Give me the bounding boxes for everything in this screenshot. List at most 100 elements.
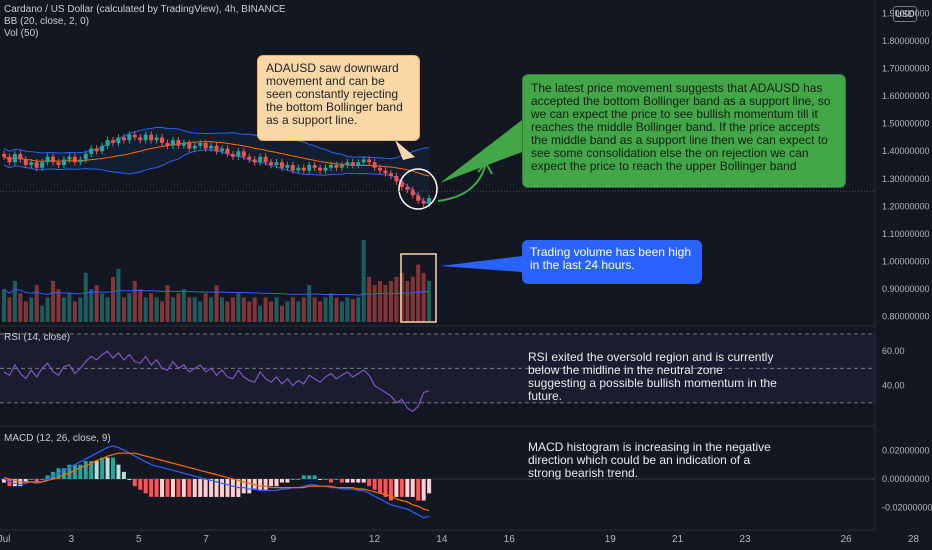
- candle-body: [94, 148, 99, 152]
- macd-histogram-bar: [247, 479, 252, 494]
- volume-bar: [410, 276, 415, 322]
- volume-bar: [138, 289, 143, 322]
- macd-histogram-bar: [372, 479, 377, 490]
- macd-histogram-bar: [61, 468, 66, 479]
- candle-body: [274, 162, 279, 165]
- candle-body: [236, 151, 241, 157]
- macd-histogram-bar: [154, 479, 159, 497]
- volume-bar: [269, 301, 274, 322]
- candle-body: [241, 151, 246, 157]
- volume-bar: [209, 297, 214, 322]
- symbol-title: Cardano / US Dollar (calculated by Tradi…: [4, 4, 286, 15]
- volume-bar: [127, 293, 132, 322]
- macd-histogram-bar: [361, 479, 366, 483]
- candle-body: [258, 156, 263, 163]
- candle-body: [399, 181, 404, 188]
- macd-line: [3, 445, 430, 519]
- volume-bar: [160, 301, 165, 322]
- price-axis: 1.90000000 1.80000000 1.70000000 1.60000000…: [874, 0, 932, 530]
- candle-body: [427, 198, 432, 204]
- volume-bar: [279, 305, 284, 322]
- macd-legend[interactable]: MACD (12, 26, close, 9): [4, 433, 111, 444]
- macd-histogram-bar: [29, 479, 34, 480]
- macd-histogram-bar: [312, 475, 317, 479]
- volume-bar: [94, 285, 99, 322]
- candle-body: [318, 167, 323, 171]
- candle-body: [263, 156, 268, 163]
- candle-body: [78, 159, 83, 163]
- macd-histogram-bar: [383, 479, 388, 497]
- highlight-circle: [398, 168, 438, 210]
- rsi-line: [3, 350, 430, 413]
- macd-histogram-bar: [220, 479, 224, 497]
- candle-body: [279, 162, 284, 168]
- macd-note: MACD histogram is increasing in the nega…: [528, 440, 771, 480]
- macd-histogram-bar: [181, 479, 186, 497]
- macd-histogram-bar: [410, 479, 415, 497]
- volume-bar: [220, 297, 224, 322]
- macd-histogram-bar: [18, 479, 23, 487]
- volume-bar: [345, 297, 350, 322]
- volume-bar: [34, 285, 39, 322]
- volume-bar: [416, 264, 421, 322]
- price-tick-label: 1.90000000: [882, 9, 930, 19]
- candle-body: [89, 148, 94, 154]
- candle-body: [51, 156, 56, 163]
- macd-tick-label: 0.00000000: [882, 474, 930, 484]
- price-tick-label: 1.10000000: [882, 229, 930, 239]
- volume-bar: [372, 285, 377, 322]
- candle-body: [56, 162, 61, 165]
- candle-body: [367, 159, 372, 163]
- candle-body: [225, 148, 230, 154]
- candle-body: [187, 142, 192, 149]
- price-tick-label: 1.50000000: [882, 119, 930, 129]
- volume-bar: [383, 285, 388, 322]
- volume-legend[interactable]: Vol (50): [4, 28, 39, 39]
- candle-body: [23, 159, 28, 165]
- volume-bar: [170, 297, 175, 322]
- candle-body: [45, 156, 50, 163]
- volume-bar: [307, 285, 312, 322]
- candle-body: [121, 137, 126, 141]
- macd-histogram-bar: [203, 479, 208, 497]
- callout-price-outlook: The latest price movement suggests that …: [522, 74, 846, 188]
- bb-legend[interactable]: BB (20, close, 2, 0): [4, 16, 90, 27]
- candle-body: [247, 156, 252, 160]
- volume-bar: [83, 272, 88, 322]
- macd-histogram-bar: [296, 479, 301, 480]
- volume-bar: [100, 293, 105, 322]
- time-tick-label: 9: [271, 534, 277, 545]
- candle-body: [160, 137, 165, 143]
- time-tick-label: 16: [504, 534, 516, 545]
- candle-body: [34, 162, 39, 168]
- volume-bar: [378, 281, 383, 322]
- macd-histogram-bar: [12, 479, 17, 487]
- volume-bar: [329, 293, 333, 322]
- macd-histogram-bar: [23, 479, 28, 483]
- candle-body: [170, 140, 175, 146]
- volume-bar: [399, 272, 404, 322]
- candle-body: [111, 140, 115, 143]
- macd-histogram-bar: [329, 479, 333, 483]
- price-tick-label: 1.70000000: [882, 64, 930, 74]
- price-tick-label: 1.20000000: [882, 201, 930, 211]
- volume-bar: [192, 297, 197, 322]
- macd-indicator: [0, 445, 875, 519]
- candle-body: [312, 165, 317, 168]
- candle-body: [7, 156, 12, 163]
- rsi-legend[interactable]: RSI (14, close): [4, 332, 71, 343]
- volume-bar: [230, 297, 235, 322]
- time-axis: Jul 3 5 7 9 12 14 16 19 21 23 26 28: [0, 534, 919, 545]
- volume-bar: [51, 281, 56, 322]
- macd-histogram-bar: [318, 479, 323, 480]
- macd-histogram-bar: [176, 479, 181, 497]
- macd-histogram-bar: [121, 471, 126, 479]
- candle-body: [296, 167, 301, 171]
- macd-histogram-bar: [214, 479, 219, 497]
- volume-bar: [388, 281, 393, 322]
- candle-body: [105, 140, 110, 146]
- currency-badge[interactable]: USD: [893, 6, 917, 22]
- volume-bar: [12, 281, 17, 322]
- candle-body: [2, 153, 6, 157]
